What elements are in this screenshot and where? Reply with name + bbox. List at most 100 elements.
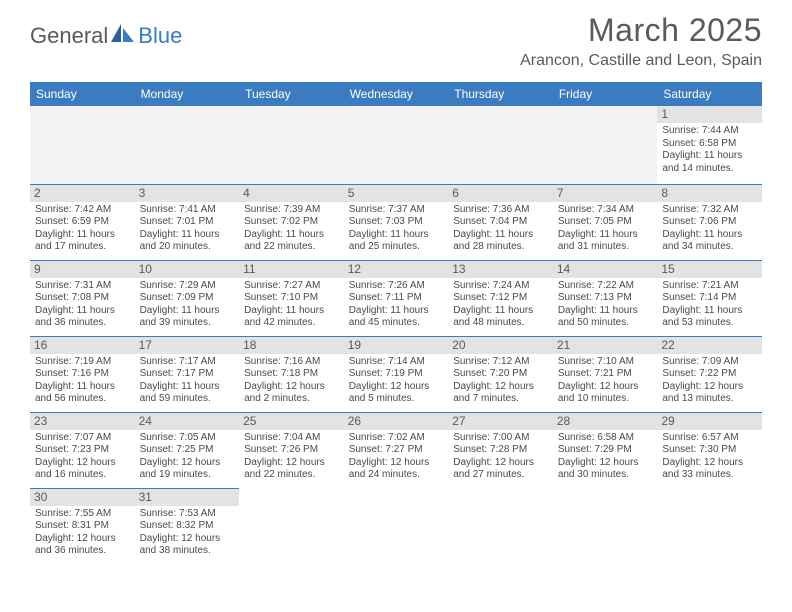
day-number: 4 [239,185,344,202]
calendar-day: 24Sunrise: 7:05 AMSunset: 7:25 PMDayligh… [135,412,240,488]
daylight-text: Daylight: 11 hours [558,229,653,242]
sunrise-text: Sunrise: 7:04 AM [244,432,339,445]
daylight-text: Daylight: 11 hours [662,305,757,318]
calendar-day: 22Sunrise: 7:09 AMSunset: 7:22 PMDayligh… [657,336,762,412]
day-number: 1 [657,106,762,123]
sunrise-text: Sunrise: 7:32 AM [662,204,757,217]
sunset-text: Sunset: 7:17 PM [140,368,235,381]
daylight-text: and 16 minutes. [35,469,130,482]
daylight-text: Daylight: 11 hours [244,305,339,318]
day-number: 16 [30,337,135,354]
sunset-text: Sunset: 7:29 PM [558,444,653,457]
calendar-day: 10Sunrise: 7:29 AMSunset: 7:09 PMDayligh… [135,260,240,336]
sunset-text: Sunset: 7:16 PM [35,368,130,381]
logo-text-blue: Blue [138,23,182,49]
day-number: 12 [344,261,449,278]
daylight-text: and 10 minutes. [558,393,653,406]
day-number: 9 [30,261,135,278]
calendar-empty [553,106,658,184]
daylight-text: Daylight: 11 hours [662,150,757,163]
sunrise-text: Sunrise: 7:36 AM [453,204,548,217]
calendar-week: 23Sunrise: 7:07 AMSunset: 7:23 PMDayligh… [30,412,762,488]
daylight-text: Daylight: 12 hours [453,457,548,470]
sunrise-text: Sunrise: 7:21 AM [662,280,757,293]
calendar-day: 11Sunrise: 7:27 AMSunset: 7:10 PMDayligh… [239,260,344,336]
daylight-text: and 48 minutes. [453,317,548,330]
sunrise-text: Sunrise: 7:19 AM [35,356,130,369]
calendar-day: 28Sunrise: 6:58 AMSunset: 7:29 PMDayligh… [553,412,658,488]
sunrise-text: Sunrise: 7:31 AM [35,280,130,293]
daylight-text: Daylight: 12 hours [558,457,653,470]
sunrise-text: Sunrise: 7:29 AM [140,280,235,293]
sunset-text: Sunset: 7:20 PM [453,368,548,381]
location: Arancon, Castille and Leon, Spain [520,52,762,70]
daylight-text: and 13 minutes. [662,393,757,406]
calendar-day: 12Sunrise: 7:26 AMSunset: 7:11 PMDayligh… [344,260,449,336]
day-header-row: SundayMondayTuesdayWednesdayThursdayFrid… [30,82,762,106]
calendar-day: 23Sunrise: 7:07 AMSunset: 7:23 PMDayligh… [30,412,135,488]
sunrise-text: Sunrise: 7:05 AM [140,432,235,445]
sunrise-text: Sunrise: 7:14 AM [349,356,444,369]
calendar-empty [239,488,344,564]
daylight-text: Daylight: 11 hours [558,305,653,318]
daylight-text: and 36 minutes. [35,545,130,558]
daylight-text: and 31 minutes. [558,241,653,254]
calendar-empty [657,488,762,564]
daylight-text: Daylight: 11 hours [349,305,444,318]
sunrise-text: Sunrise: 7:26 AM [349,280,444,293]
day-number: 2 [30,185,135,202]
day-number: 7 [553,185,658,202]
daylight-text: and 25 minutes. [349,241,444,254]
daylight-text: and 22 minutes. [244,241,339,254]
sunset-text: Sunset: 7:09 PM [140,292,235,305]
sunset-text: Sunset: 7:26 PM [244,444,339,457]
calendar-day: 9Sunrise: 7:31 AMSunset: 7:08 PMDaylight… [30,260,135,336]
calendar-week: 16 Sunrise: 7:19 AMSunset: 7:16 PM Dayligh… [30,336,762,412]
daylight-text: Daylight: 11 hours [453,305,548,318]
sunset-text: Sunset: 7:03 PM [349,216,444,229]
day-number: 26 [344,413,449,430]
calendar-table: SundayMondayTuesdayWednesdayThursdayFrid… [30,82,762,564]
calendar-day: 17Sunrise: 7:17 AMSunset: 7:17 PMDayligh… [135,336,240,412]
sunrise-text: Sunrise: 7:55 AM [35,508,130,521]
daylight-text: and 33 minutes. [662,469,757,482]
daylight-text: Daylight: 11 hours [453,229,548,242]
sunrise-text: Sunrise: 7:34 AM [558,204,653,217]
calendar-day: 3Sunrise: 7:41 AMSunset: 7:01 PMDaylight… [135,184,240,260]
sunset-text: Sunset: 7:21 PM [558,368,653,381]
calendar-day: 15Sunrise: 7:21 AMSunset: 7:14 PMDayligh… [657,260,762,336]
daylight-text: and 30 minutes. [558,469,653,482]
day-number: 18 [239,337,344,354]
sunset-text: Sunset: 7:10 PM [244,292,339,305]
calendar-empty [553,488,658,564]
daylight-text: and 28 minutes. [453,241,548,254]
sunset-text: Sunset: 8:32 PM [140,520,235,533]
daylight-text: and 7 minutes. [453,393,548,406]
sunset-text: Sunset: 6:58 PM [662,138,757,151]
page-title: March 2025 [520,12,762,49]
day-number: 28 [553,413,658,430]
daylight-text: and 24 minutes. [349,469,444,482]
daylight-text: Daylight: 11 hours [140,229,235,242]
calendar-day: 27Sunrise: 7:00 AMSunset: 7:28 PMDayligh… [448,412,553,488]
calendar-body: 1Sunrise: 7:44 AMSunset: 6:58 PMDaylight… [30,106,762,564]
daylight-text: and 53 minutes. [662,317,757,330]
sunset-text: Sunset: 7:12 PM [453,292,548,305]
daylight-text: Daylight: 11 hours [244,229,339,242]
day-header: Wednesday [344,82,449,106]
calendar-empty [344,106,449,184]
daylight-text: and 27 minutes. [453,469,548,482]
day-number: 19 [344,337,449,354]
day-number: 15 [657,261,762,278]
logo-text-general: General [30,23,108,49]
sunrise-text: Sunrise: 7:12 AM [453,356,548,369]
daylight-text: Daylight: 12 hours [349,381,444,394]
logo-sail-icon [110,22,136,49]
daylight-text: and 56 minutes. [35,393,130,406]
daylight-text: and 38 minutes. [140,545,235,558]
daylight-text: and 22 minutes. [244,469,339,482]
calendar-week: 30Sunrise: 7:55 AMSunset: 8:31 PMDayligh… [30,488,762,564]
calendar-empty [344,488,449,564]
daylight-text: and 39 minutes. [140,317,235,330]
sunrise-text: Sunrise: 7:09 AM [662,356,757,369]
